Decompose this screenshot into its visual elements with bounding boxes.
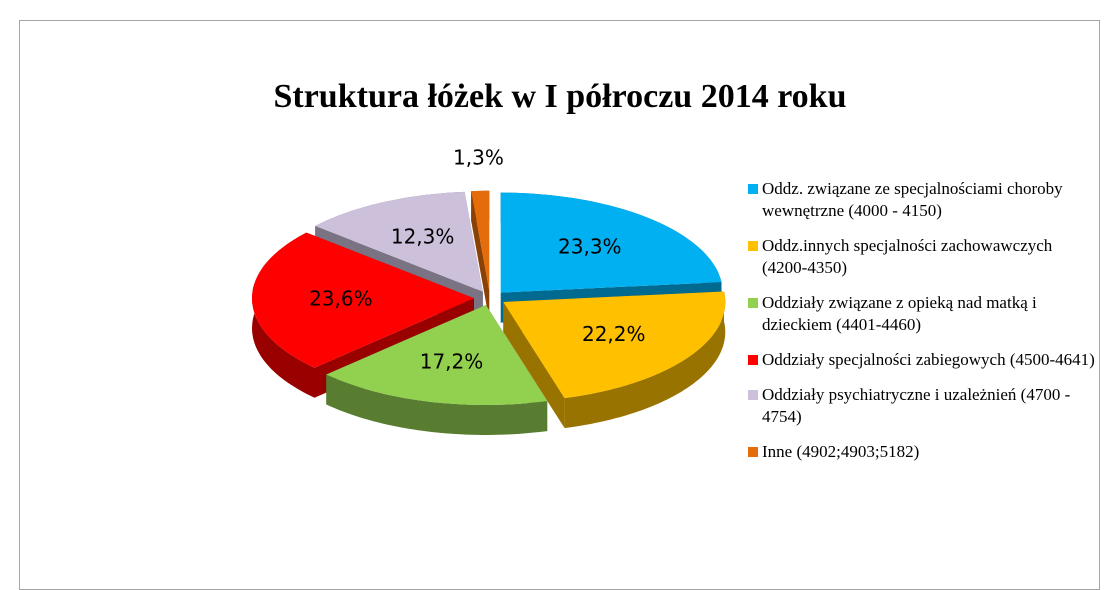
legend-entry: Oddziały związane z opieką nad matką i d… [748, 292, 1098, 336]
slice-outer-side [326, 374, 548, 435]
slice [252, 232, 474, 368]
slice-outer-side [564, 291, 726, 429]
legend-swatch [748, 355, 758, 365]
legend-entry: Oddziały specjalności zabiegowych (4500-… [748, 349, 1098, 371]
data-label: 1,3% [453, 145, 504, 169]
legend: Oddz. związane ze specjalnościami chorob… [748, 178, 1098, 476]
legend-entry: Inne (4902;4903;5182) [748, 441, 1098, 463]
legend-entry: Oddz. związane ze specjalnościami chorob… [748, 178, 1098, 222]
slice [315, 191, 483, 292]
slice [500, 192, 722, 293]
data-label: 23,3% [558, 235, 622, 259]
legend-label: Oddziały psychiatryczne i uzależnień (47… [762, 385, 1071, 426]
legend-swatch [748, 390, 758, 400]
legend-label: Oddziały związane z opieką nad matką i d… [762, 293, 1037, 334]
slice [471, 190, 490, 291]
data-label: 22,2% [582, 322, 646, 346]
chart-title: Struktura łóżek w I półroczu 2014 roku [273, 78, 847, 115]
legend-entry: Oddziały psychiatryczne i uzależnień (47… [748, 384, 1098, 428]
data-label: 23,6% [309, 286, 373, 310]
legend-label: Oddz.innych specjalności zachowawczych (… [762, 236, 1053, 277]
slice-radial-side [503, 302, 565, 429]
slice-radial-side [471, 191, 490, 321]
data-label: 12,3% [391, 225, 455, 249]
slice [503, 291, 726, 399]
slice [326, 305, 548, 405]
legend-label: Oddziały specjalności zabiegowych (4500-… [762, 350, 1095, 369]
legend-swatch [748, 184, 758, 194]
legend-swatch [748, 447, 758, 457]
legend-entry: Oddz.innych specjalności zachowawczych (… [748, 235, 1098, 279]
legend-swatch [748, 241, 758, 251]
data-label: 17,2% [420, 349, 484, 373]
legend-label: Inne (4902;4903;5182) [762, 442, 920, 461]
legend-label: Oddz. związane ze specjalnościami chorob… [762, 179, 1063, 220]
legend-swatch [748, 298, 758, 308]
